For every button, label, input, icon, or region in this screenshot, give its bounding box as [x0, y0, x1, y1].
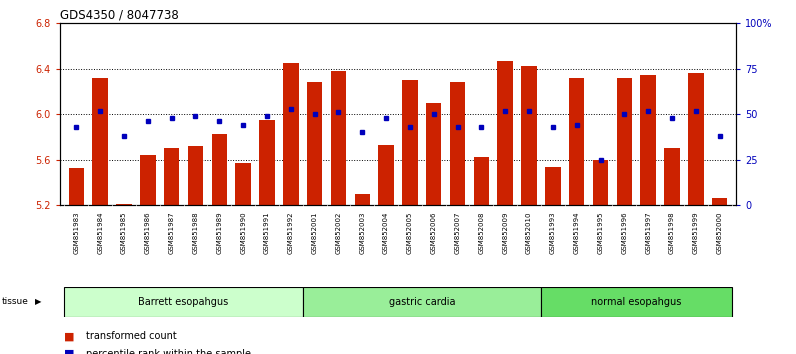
Text: GSM851985: GSM851985 — [121, 212, 127, 254]
Text: transformed count: transformed count — [86, 331, 177, 341]
Text: ■: ■ — [64, 349, 74, 354]
Text: GSM851984: GSM851984 — [97, 212, 103, 254]
Bar — [378, 145, 394, 205]
Bar — [330, 71, 346, 205]
Text: GSM851994: GSM851994 — [574, 212, 579, 254]
Bar — [354, 194, 370, 205]
Text: Barrett esopahgus: Barrett esopahgus — [139, 297, 228, 307]
Text: GSM852008: GSM852008 — [478, 212, 485, 254]
Bar — [164, 148, 179, 205]
Text: GDS4350 / 8047738: GDS4350 / 8047738 — [60, 9, 178, 22]
Text: GSM851986: GSM851986 — [145, 212, 151, 254]
Text: GSM851998: GSM851998 — [669, 212, 675, 254]
Text: GSM852000: GSM852000 — [716, 212, 723, 254]
Text: GSM851989: GSM851989 — [217, 212, 222, 254]
Bar — [64, 287, 302, 317]
Text: GSM851990: GSM851990 — [240, 212, 246, 254]
Bar — [641, 75, 656, 205]
Text: ▶: ▶ — [35, 297, 41, 306]
Bar — [426, 103, 442, 205]
Bar — [450, 82, 466, 205]
Text: GSM851991: GSM851991 — [264, 212, 270, 254]
Bar — [474, 158, 489, 205]
Bar — [593, 160, 608, 205]
Text: GSM852004: GSM852004 — [383, 212, 389, 254]
Text: tissue: tissue — [2, 297, 29, 306]
Bar — [236, 163, 251, 205]
Bar — [283, 63, 298, 205]
Text: GSM851999: GSM851999 — [693, 212, 699, 254]
Bar — [545, 167, 560, 205]
Bar — [541, 287, 732, 317]
Text: ■: ■ — [64, 331, 74, 341]
Text: GSM851992: GSM851992 — [288, 212, 294, 254]
Text: GSM851987: GSM851987 — [169, 212, 174, 254]
Bar — [188, 146, 203, 205]
Text: GSM852005: GSM852005 — [407, 212, 413, 254]
Text: GSM851996: GSM851996 — [622, 212, 627, 254]
Text: GSM852001: GSM852001 — [311, 212, 318, 254]
Bar — [140, 155, 155, 205]
Text: normal esopahgus: normal esopahgus — [591, 297, 681, 307]
Text: GSM851993: GSM851993 — [550, 212, 556, 254]
Bar — [92, 78, 108, 205]
Text: GSM852007: GSM852007 — [455, 212, 461, 254]
Bar — [307, 82, 322, 205]
Text: GSM852009: GSM852009 — [502, 212, 508, 254]
Text: GSM851995: GSM851995 — [598, 212, 603, 254]
Text: percentile rank within the sample: percentile rank within the sample — [86, 349, 251, 354]
Text: gastric cardia: gastric cardia — [388, 297, 455, 307]
Bar — [498, 61, 513, 205]
Text: GSM851988: GSM851988 — [193, 212, 198, 254]
Text: GSM852010: GSM852010 — [526, 212, 532, 254]
Bar — [212, 133, 227, 205]
Bar — [259, 120, 275, 205]
Bar — [302, 287, 541, 317]
Text: GSM852002: GSM852002 — [335, 212, 341, 254]
Bar — [688, 73, 704, 205]
Bar — [664, 148, 680, 205]
Bar — [116, 204, 132, 205]
Bar — [521, 66, 537, 205]
Bar — [617, 78, 632, 205]
Text: GSM851983: GSM851983 — [73, 212, 80, 254]
Bar — [68, 168, 84, 205]
Bar — [569, 78, 584, 205]
Text: GSM851997: GSM851997 — [645, 212, 651, 254]
Text: GSM852006: GSM852006 — [431, 212, 437, 254]
Text: GSM852003: GSM852003 — [359, 212, 365, 254]
Bar — [402, 80, 418, 205]
Bar — [712, 199, 728, 205]
